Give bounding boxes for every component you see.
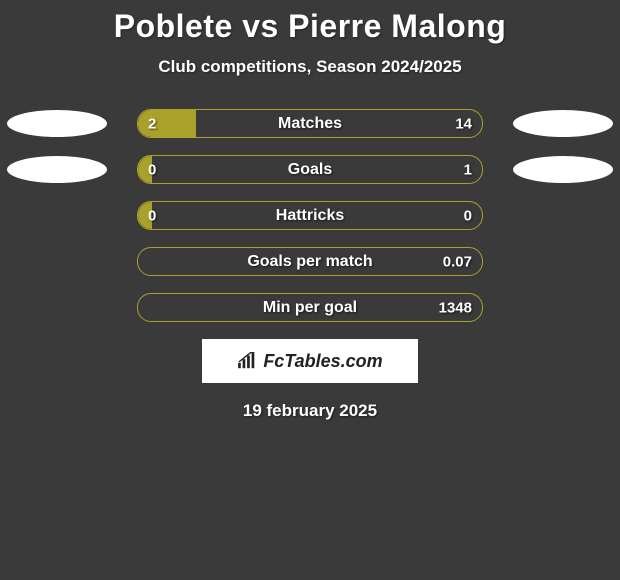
stat-label: Goals [288,161,332,179]
player-right-ellipse [513,110,613,137]
stat-value-left: 2 [148,115,156,132]
date-label: 19 february 2025 [0,401,620,421]
stat-label: Min per goal [263,299,357,317]
stat-value-right: 1348 [439,299,472,316]
stat-label: Hattricks [276,207,344,225]
stat-value-right: 0 [464,207,472,224]
stat-value-right: 0.07 [443,253,472,270]
stat-value-left: 0 [148,207,156,224]
stat-bar: 1348 Min per goal [137,293,483,322]
stat-value-left: 0 [148,161,156,178]
page-subtitle: Club competitions, Season 2024/2025 [0,57,620,77]
stat-label: Matches [278,115,342,133]
stat-row: 1348 Min per goal [0,293,620,322]
player-left-ellipse [7,110,107,137]
stat-row: 2 14 Matches [0,109,620,138]
stat-row: 0.07 Goals per match [0,247,620,276]
logo: FcTables.com [237,351,382,372]
bar-fill-left [138,110,196,137]
stat-bar: 2 14 Matches [137,109,483,138]
stat-row: 0 1 Goals [0,155,620,184]
stat-value-right: 14 [455,115,472,132]
stat-row: 0 0 Hattricks [0,201,620,230]
player-right-ellipse [513,156,613,183]
stat-bar: 0 0 Hattricks [137,201,483,230]
stat-value-right: 1 [464,161,472,178]
player-left-ellipse [7,156,107,183]
stat-label: Goals per match [247,253,372,271]
stat-bar: 0 1 Goals [137,155,483,184]
logo-text: FcTables.com [263,351,382,372]
comparison-rows: 2 14 Matches 0 1 Goals 0 0 Hattricks 0.07 Goals pe… [0,109,620,322]
bar-chart-icon [237,352,259,370]
logo-box: FcTables.com [202,339,418,383]
page-title: Poblete vs Pierre Malong [0,0,620,45]
stat-bar: 0.07 Goals per match [137,247,483,276]
